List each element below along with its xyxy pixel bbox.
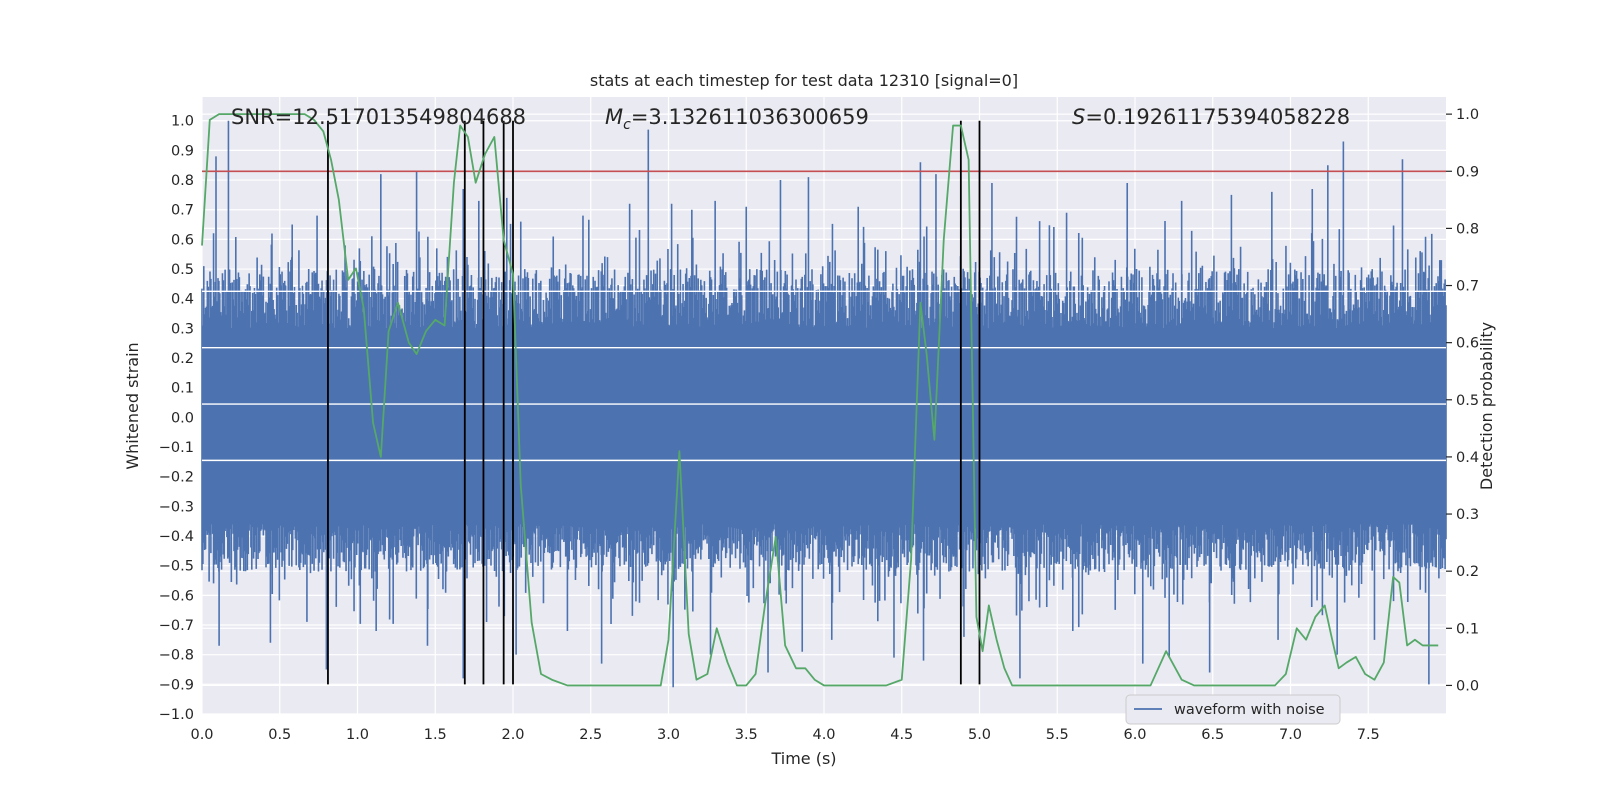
left-y-tick-label: −1.0: [159, 707, 194, 723]
strain-series: [201, 120, 1447, 688]
left-y-tick-label: 0.9: [171, 143, 194, 159]
right-y-tick-label: 0.2: [1456, 564, 1479, 580]
left-y-tick-label: −0.7: [159, 618, 194, 634]
right-y-tick-label: 0.5: [1456, 393, 1479, 409]
strain-line: [201, 120, 1447, 688]
x-tick-label: 0.5: [268, 727, 291, 743]
x-tick-label: 1.5: [424, 727, 447, 743]
right-y-tick-label: 0.9: [1456, 164, 1479, 180]
probability-series: [201, 113, 1439, 687]
chirp-mass-value: =3.132611036300659: [631, 105, 869, 129]
x-tick-label: 6.5: [1201, 727, 1224, 743]
left-y-tick-label: −0.1: [159, 440, 194, 456]
right-y-tick-label: 0.4: [1456, 450, 1479, 466]
left-y-axis-ticks: 1.0 0.9 0.8 0.7 0.6 0.5 0.4 0.3 0.2 0.1 0.0 −0.1 −0.…: [159, 114, 194, 723]
x-tick-label: 0.0: [190, 727, 213, 743]
right-y-tick-label: 1.0: [1456, 107, 1479, 123]
right-y-tick-label: 0.1: [1456, 621, 1479, 637]
right-y-tick-label: 0.0: [1456, 678, 1479, 694]
left-y-tick-label: 0.6: [171, 232, 194, 248]
left-y-tick-label: 0.7: [171, 203, 194, 219]
right-y-axis-label: Detection probability: [1477, 322, 1496, 490]
left-y-tick-label: −0.9: [159, 677, 194, 693]
left-y-tick-label: −0.2: [159, 470, 194, 486]
left-y-tick-label: −0.5: [159, 559, 194, 575]
left-y-tick-label: 0.8: [171, 173, 194, 189]
chirp-mass-subscript: c: [623, 117, 631, 133]
x-tick-label: 5.5: [1046, 727, 1069, 743]
s-value: =0.19261175394058228: [1085, 105, 1350, 129]
legend-box: [1125, 694, 1341, 725]
right-y-axis-ticks: 1.0 0.9 0.8 0.7 0.6 0.5 0.4 0.3 0.2 0.1 0.0: [1446, 107, 1479, 694]
right-y-tick-label: 0.3: [1456, 507, 1479, 523]
trigger-vlines: [327, 120, 981, 685]
probability-line: [201, 113, 1439, 687]
x-tick-label: 4.0: [812, 727, 835, 743]
s-annotation: S=0.19261175394058228: [1072, 105, 1350, 129]
x-axis-label: Time (s): [770, 749, 836, 768]
left-y-tick-label: 0.2: [171, 351, 194, 367]
x-tick-label: 4.5: [890, 727, 913, 743]
chart-title: stats at each timestep for test data 123…: [590, 71, 1018, 90]
left-y-tick-label: −0.3: [159, 499, 194, 515]
x-axis-ticks: 0.0 0.5 1.0 1.5 2.0 2.5 3.0 3.5 4.0 4.5 5.0 5.5 6.0 6…: [190, 727, 1379, 743]
left-y-tick-label: −0.8: [159, 648, 194, 664]
left-y-tick-label: −0.4: [159, 529, 194, 545]
x-tick-label: 2.5: [579, 727, 602, 743]
left-y-tick-label: 0.3: [171, 321, 194, 337]
x-tick-label: 6.0: [1123, 727, 1146, 743]
x-tick-label: 3.5: [735, 727, 758, 743]
snr-annotation: SNR=12.517013549804688: [231, 105, 526, 129]
chirp-mass-symbol: M: [605, 105, 623, 129]
left-y-tick-label: 0.0: [171, 410, 194, 426]
left-y-tick-label: 0.1: [171, 381, 194, 397]
x-tick-label: 7.5: [1357, 727, 1380, 743]
x-tick-label: 5.0: [968, 727, 991, 743]
left-y-tick-label: −0.6: [159, 588, 194, 604]
left-y-axis-label: Whitened strain: [123, 342, 142, 469]
x-tick-label: 7.0: [1279, 727, 1302, 743]
right-y-tick-label: 0.8: [1456, 221, 1479, 237]
legend: waveform with noise: [1125, 694, 1341, 725]
legend-label: waveform with noise: [1174, 702, 1325, 718]
x-tick-label: 2.0: [501, 727, 524, 743]
left-y-tick-label: 1.0: [171, 114, 194, 130]
x-tick-label: 1.0: [346, 727, 369, 743]
left-y-tick-label: 0.4: [171, 292, 194, 308]
chirp-mass-annotation: Mc=3.132611036300659: [605, 105, 869, 133]
right-y-tick-label: 0.6: [1456, 336, 1479, 352]
right-y-tick-label: 0.7: [1456, 279, 1479, 295]
x-tick-label: 3.0: [657, 727, 680, 743]
left-y-tick-label: 0.5: [171, 262, 194, 278]
s-symbol: S: [1072, 105, 1085, 129]
